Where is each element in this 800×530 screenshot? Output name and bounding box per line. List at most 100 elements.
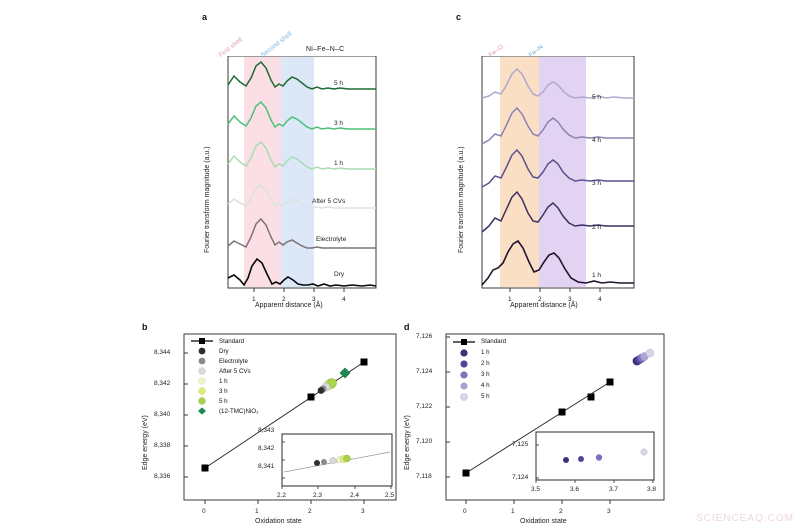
panel-d-legend-marker-5h bbox=[460, 392, 468, 401]
panel-b-legend-marker-1h bbox=[198, 377, 206, 385]
panel-d-legend-label-4h: 4 h bbox=[481, 382, 490, 389]
panel-d-ytick-7120: 7,120 bbox=[416, 438, 433, 445]
panel-d-legend-item-1h: 1 h bbox=[452, 347, 506, 358]
panel-b-xtick-3: 3 bbox=[361, 508, 365, 515]
panel-d-xtick-3: 3 bbox=[607, 508, 611, 515]
panel-a-curve-electrolyte bbox=[227, 217, 376, 249]
panel-d-inset-xtick-3.7: 3.7 bbox=[609, 486, 619, 493]
panel-b-legend-marker-dry bbox=[198, 347, 206, 355]
panel-d-ytick-7124: 7,124 bbox=[416, 368, 433, 375]
panel-a-title: Ni–Fe–N–C bbox=[306, 46, 345, 53]
panel-c: c Fe–O Fe–N Fourier transform magnitude … bbox=[452, 8, 667, 308]
panel-c-letter: c bbox=[456, 12, 462, 22]
panel-b-ytick-8344: 8,344 bbox=[154, 349, 171, 356]
panel-c-xaxis bbox=[509, 288, 601, 292]
panel-a-curve-label-after5cvs: After 5 CVs bbox=[312, 198, 346, 205]
panel-d-ylabel: Edge energy (eV) bbox=[404, 415, 411, 470]
panel-d-marker-standard-26 bbox=[587, 393, 595, 401]
panel-d-legend-item-3h: 3 h bbox=[452, 369, 506, 380]
panel-d-legend-label-1h: 1 h bbox=[481, 349, 490, 356]
panel-a-curve-5h bbox=[227, 60, 376, 90]
panel-d-legend-marker-2h bbox=[460, 359, 468, 368]
panel-b-inset-xtick-2.4: 2.4 bbox=[350, 492, 360, 499]
panel-d: d Edge energy (eV) 7,126 7,124 7,122 7,1… bbox=[402, 320, 672, 530]
panel-d-legend-marker-standard bbox=[453, 338, 475, 345]
panel-b-xtick-2: 2 bbox=[308, 508, 312, 515]
panel-d-ytick-7122: 7,122 bbox=[416, 403, 433, 410]
panel-d-marker-standard-2 bbox=[558, 408, 566, 416]
panel-b-standard-line bbox=[204, 361, 365, 469]
panel-d-legend-item-4h: 4 h bbox=[452, 380, 506, 391]
panel-c-curve-label-5h: 5 h bbox=[592, 94, 602, 101]
panel-d-legend-label-3h: 3 h bbox=[481, 371, 490, 378]
panel-a-curve-1h bbox=[227, 140, 376, 170]
panel-a-curve-label-dry: Dry bbox=[334, 271, 345, 278]
panel-b-legend-label-12tmcnio2: (12-TMC)NiO₂ bbox=[219, 407, 259, 415]
panel-b-ytick-8342: 8,342 bbox=[154, 380, 171, 387]
panel-b-ytick-8336: 8,336 bbox=[154, 473, 171, 480]
panel-a-first-shell-band bbox=[244, 57, 281, 287]
panel-a-curve-dry bbox=[227, 257, 377, 287]
panel-b-marker-standard-3 bbox=[360, 358, 368, 366]
panel-d-legend-label-5h: 5 h bbox=[481, 393, 490, 400]
panel-b-legend: Standard Dry Electrolyte After 5 CVs 1 h bbox=[190, 336, 259, 416]
panel-c-curve-4h bbox=[481, 106, 634, 145]
panel-a-xtick-4: 4 bbox=[342, 296, 346, 303]
panel-b-legend-item-electrolyte: Electrolyte bbox=[190, 356, 259, 366]
panel-a-ylabel: Fourier transform magnitude (a.u.) bbox=[204, 146, 211, 253]
panel-a-xtick-2: 2 bbox=[282, 296, 286, 303]
panel-c-plot bbox=[481, 56, 635, 292]
panel-b-legend-label-1h: 1 h bbox=[219, 377, 228, 385]
panel-b-legend-label-dry: Dry bbox=[219, 347, 229, 355]
panel-a-curve-label-5h: 5 h bbox=[334, 80, 344, 87]
panel-d-inset-xtick-3.6: 3.6 bbox=[570, 486, 580, 493]
panel-b-xtick-1: 1 bbox=[255, 508, 259, 515]
panel-c-ylabel: Fourier transform magnitude (a.u.) bbox=[458, 146, 465, 253]
panel-d-legend-item-5h: 5 h bbox=[452, 391, 506, 402]
panel-b-legend-item-standard: Standard bbox=[190, 336, 259, 346]
panel-d-marker-standard-0 bbox=[462, 469, 470, 477]
panel-a-curve-label-1h: 1 h bbox=[334, 160, 344, 167]
panel-c-curve-5h bbox=[481, 67, 634, 99]
panel-d-inset-ytick-7125: 7,125 bbox=[512, 441, 529, 448]
panel-a-curve-label-3h: 3 h bbox=[334, 120, 344, 127]
panel-b-inset-ytick-8342: 8,342 bbox=[258, 445, 275, 452]
panel-d-inset-ytick-7124: 7,124 bbox=[512, 474, 529, 481]
panel-b-legend-item-dry: Dry bbox=[190, 346, 259, 356]
panel-c-xtick-1: 1 bbox=[508, 296, 512, 303]
watermark: SCIENCEAQ.COM bbox=[695, 513, 794, 524]
panel-b-letter: b bbox=[142, 322, 148, 332]
panel-c-curve-label-2h: 2 h bbox=[592, 224, 602, 231]
panel-b-xticks bbox=[204, 500, 365, 504]
panel-d-xticks bbox=[465, 500, 611, 504]
panel-d-inset bbox=[535, 431, 655, 483]
panel-b-legend-label-electrolyte: Electrolyte bbox=[219, 357, 248, 365]
panel-c-curve-3h bbox=[481, 148, 634, 188]
panel-d-xlabel: Oxidation state bbox=[520, 518, 567, 525]
panel-a-curve-after5cvs bbox=[227, 183, 376, 209]
panel-b-legend-marker-standard bbox=[191, 338, 213, 344]
panel-d-xtick-0: 0 bbox=[463, 508, 467, 515]
panel-b-marker-standard-0 bbox=[201, 464, 209, 472]
panel-b-legend-marker-electrolyte bbox=[198, 357, 206, 365]
panel-d-legend-label-2h: 2 h bbox=[481, 360, 490, 367]
panel-a-second-shell-band bbox=[281, 57, 314, 287]
panel-b-yticks bbox=[184, 352, 188, 478]
panel-d-standard-line bbox=[465, 381, 611, 474]
panel-b-xtick-0: 0 bbox=[202, 508, 206, 515]
panel-b-inset-ytick-8343: 8,343 bbox=[258, 427, 275, 434]
panel-b-legend-marker-3h bbox=[198, 387, 206, 395]
panel-b-legend-item-1h: 1 h bbox=[190, 376, 259, 386]
panel-d-legend-marker-3h bbox=[460, 370, 468, 379]
panel-b-legend-marker-after5cvs bbox=[198, 367, 206, 375]
panel-c-fe-o-band bbox=[500, 57, 539, 287]
panel-b-marker-dry bbox=[317, 387, 325, 394]
panel-b-ytick-8340: 8,340 bbox=[154, 411, 171, 418]
panel-b: b Edge energy (eV) 8,344 8,342 8,340 8,3… bbox=[140, 320, 400, 530]
panel-b-ytick-8338: 8,338 bbox=[154, 442, 171, 449]
panel-b-legend-label-after5cvs: After 5 CVs bbox=[219, 367, 251, 375]
panel-d-inset-xtick-3.5: 3.5 bbox=[531, 486, 541, 493]
panel-a-plot bbox=[227, 56, 377, 292]
panel-b-xlabel: Oxidation state bbox=[255, 518, 302, 525]
panel-c-xtick-2: 2 bbox=[538, 296, 542, 303]
